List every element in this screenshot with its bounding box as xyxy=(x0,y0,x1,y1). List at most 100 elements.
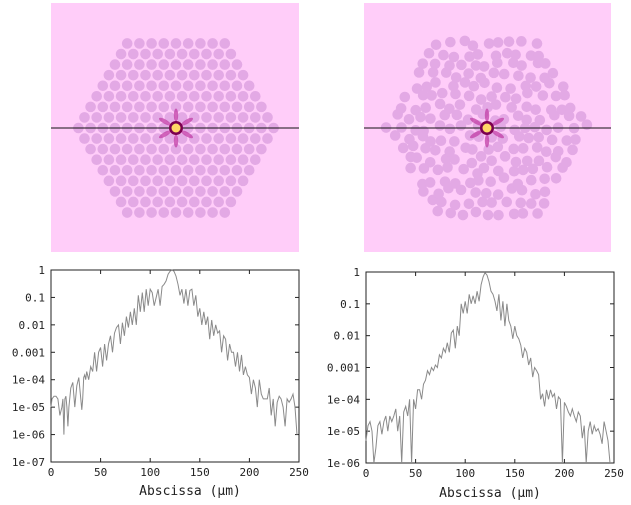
y-tick-label: 1 xyxy=(38,264,45,277)
air-hole xyxy=(115,48,127,60)
air-hole xyxy=(546,134,558,146)
air-hole xyxy=(140,196,151,208)
air-hole xyxy=(470,60,482,71)
air-hole xyxy=(411,152,423,163)
air-hole xyxy=(464,51,475,62)
air-hole xyxy=(225,133,237,144)
air-hole xyxy=(140,154,151,165)
air-hole xyxy=(146,80,157,92)
air-hole xyxy=(134,59,145,70)
air-hole xyxy=(531,142,543,153)
y-tick-label: 0.01 xyxy=(19,319,46,332)
air-hole xyxy=(475,151,487,162)
air-hole xyxy=(483,38,495,49)
air-hole xyxy=(559,89,570,101)
x-tick-label: 100 xyxy=(455,467,475,480)
y-tick-label: 1e-05 xyxy=(12,401,45,414)
air-hole xyxy=(219,143,231,155)
air-hole xyxy=(103,91,115,102)
air-hole xyxy=(434,98,446,110)
air-hole xyxy=(403,113,415,125)
x-tick-label: 100 xyxy=(140,466,160,479)
air-hole xyxy=(182,164,194,176)
air-hole xyxy=(417,58,429,69)
air-hole xyxy=(451,109,463,121)
air-hole xyxy=(189,154,200,165)
air-hole xyxy=(563,110,575,122)
air-hole xyxy=(103,175,115,187)
air-hole xyxy=(164,154,176,165)
air-hole xyxy=(250,133,261,144)
air-hole xyxy=(103,133,115,144)
air-hole xyxy=(170,207,182,218)
y-tick-label: 1e-07 xyxy=(12,456,45,469)
air-hole xyxy=(561,156,572,168)
air-hole xyxy=(454,99,466,110)
air-hole xyxy=(415,111,426,123)
air-hole xyxy=(182,143,194,155)
air-hole xyxy=(515,197,527,209)
air-hole xyxy=(418,186,429,197)
air-hole xyxy=(567,144,578,156)
air-hole xyxy=(482,209,494,221)
air-hole xyxy=(182,38,194,49)
air-hole xyxy=(134,186,145,197)
y-tick-label: 1 xyxy=(353,266,360,279)
air-hole xyxy=(152,154,163,165)
air-hole xyxy=(140,48,151,60)
mode-lobe xyxy=(492,130,505,139)
air-hole xyxy=(158,101,170,113)
air-hole xyxy=(522,87,533,99)
air-hole xyxy=(140,112,151,123)
air-hole xyxy=(207,186,218,197)
air-hole xyxy=(250,91,261,102)
mode-lobe xyxy=(469,130,482,139)
air-hole xyxy=(189,91,200,102)
air-hole xyxy=(103,69,115,81)
air-hole xyxy=(213,133,224,144)
air-hole xyxy=(501,47,513,59)
air-hole xyxy=(128,154,139,165)
air-hole xyxy=(195,207,206,218)
air-hole xyxy=(158,143,170,155)
air-hole xyxy=(158,164,170,176)
air-hole xyxy=(170,80,182,92)
air-hole xyxy=(170,143,182,155)
air-hole xyxy=(556,104,568,116)
air-hole xyxy=(250,154,261,165)
air-hole xyxy=(525,174,537,186)
air-hole xyxy=(213,154,224,165)
air-hole xyxy=(207,59,218,70)
air-hole xyxy=(530,188,541,200)
fiber-cross-section-right xyxy=(364,35,611,221)
air-hole xyxy=(473,175,484,186)
air-hole xyxy=(91,112,102,123)
air-hole xyxy=(425,136,436,147)
air-hole xyxy=(115,112,127,123)
air-hole xyxy=(182,59,194,70)
air-hole xyxy=(195,164,206,176)
air-hole xyxy=(505,83,516,94)
air-hole xyxy=(432,164,444,176)
air-hole xyxy=(243,164,255,176)
mode-lobe xyxy=(181,117,194,126)
air-hole xyxy=(146,101,157,113)
air-hole xyxy=(85,143,96,155)
air-hole xyxy=(427,67,439,78)
air-hole xyxy=(231,143,243,155)
air-hole xyxy=(478,61,490,72)
air-hole xyxy=(201,112,212,123)
air-hole xyxy=(462,114,474,126)
air-hole xyxy=(213,48,224,60)
air-hole xyxy=(207,207,218,218)
air-hole xyxy=(478,162,490,174)
air-hole xyxy=(91,91,102,102)
mode-lobe xyxy=(484,108,490,122)
air-hole xyxy=(467,40,479,52)
air-hole xyxy=(429,58,441,70)
air-hole xyxy=(444,60,455,71)
air-hole xyxy=(256,101,267,113)
air-hole xyxy=(500,91,511,103)
air-hole xyxy=(450,72,462,83)
y-tick-label: 1e-04 xyxy=(327,393,360,406)
